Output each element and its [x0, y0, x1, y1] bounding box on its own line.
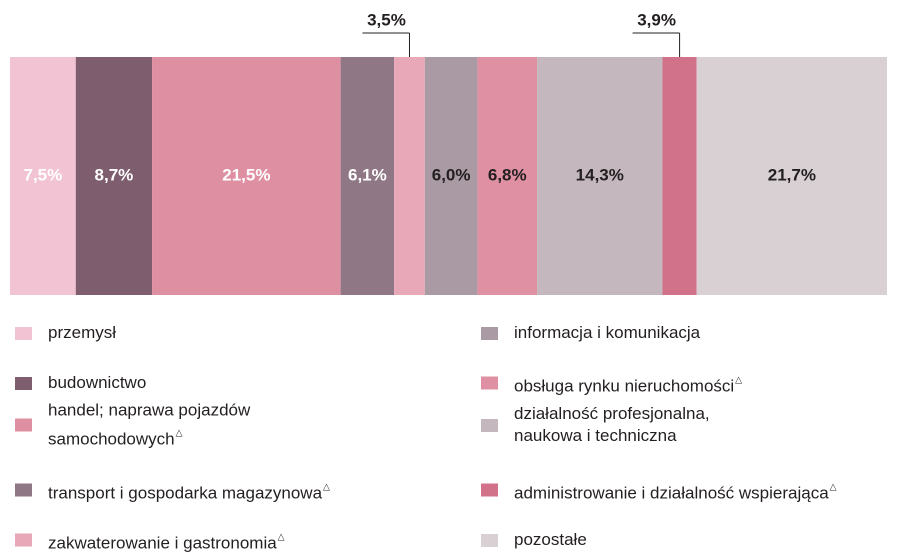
data-label: 6,8% [488, 165, 527, 184]
legend-swatch [15, 483, 32, 497]
data-label: 7,5% [24, 165, 63, 184]
legend-item: działalność profesjonalna, naukowa i tec… [481, 403, 710, 447]
legend-text: przemysł [48, 322, 116, 344]
legend-label: przemysł [48, 323, 117, 342]
legend-text: zakwaterowanie i gastronomia△ [48, 526, 285, 555]
bar-segment [10, 57, 76, 295]
bar-segment [424, 57, 478, 295]
legend-text: transport i gospodarka magazynowa△ [48, 476, 330, 505]
legend-mark: △ [735, 374, 743, 385]
legend-label: zakwaterowanie i gastronomia [48, 533, 277, 553]
bar-segment [152, 57, 341, 295]
legend-item: przemysł [15, 322, 116, 344]
bar-segment [75, 57, 153, 295]
legend-mark: △ [829, 481, 837, 492]
legend-swatch [481, 376, 498, 390]
legend-label: handel; naprawa pojazdów samochodowych [48, 400, 251, 449]
data-label: 21,5% [222, 165, 270, 184]
legend-swatch [481, 483, 498, 497]
data-label: 3,5% [367, 10, 406, 29]
legend-item: administrowanie i działalność wspierając… [481, 476, 837, 505]
legend-swatch [481, 326, 498, 340]
bar-segment [394, 57, 425, 295]
data-label: 8,7% [95, 165, 134, 184]
legend-swatch [15, 418, 32, 432]
legend-item: handel; naprawa pojazdów samochodowych△ [15, 400, 250, 451]
legend-text: obsługa rynku nieruchomości△ [514, 369, 742, 398]
legend-item: transport i gospodarka magazynowa△ [15, 476, 330, 505]
legend-item: zakwaterowanie i gastronomia△ [15, 526, 285, 555]
data-label: 6,1% [348, 165, 387, 184]
legend-swatch [15, 376, 32, 390]
bar-segment [537, 57, 663, 295]
legend-item: informacja i komunikacja [481, 322, 700, 344]
data-label: 21,7% [768, 165, 816, 184]
legend-item: pozostałe [481, 529, 587, 551]
legend-swatch [481, 418, 498, 432]
legend-label: pozostałe [514, 530, 587, 549]
legend-label: działalność profesjonalna, naukowa i tec… [514, 404, 710, 445]
bar-segment [340, 57, 395, 295]
legend-text: pozostałe [514, 529, 587, 551]
chart: 7,5% 8,7% 21,5% 6,1% 3,5% 6,0% 6,8% 14,3% 3,9% 21… [10, 10, 887, 295]
legend-label: obsługa rynku nieruchomości [514, 376, 735, 396]
bar-segment [696, 57, 887, 295]
legend-swatch [15, 533, 32, 547]
data-label: 6,0% [432, 165, 471, 184]
legend-label: informacja i komunikacja [514, 323, 701, 342]
legend-swatch [481, 533, 498, 547]
legend-mark: △ [323, 481, 330, 492]
data-label: 3,9% [637, 10, 676, 29]
legend-item: budownictwo [15, 372, 146, 394]
legend-mark: △ [277, 531, 285, 542]
legend-swatch [15, 326, 32, 340]
legend-mark: △ [175, 427, 183, 438]
legend-text: działalność profesjonalna, naukowa i tec… [514, 403, 710, 447]
legend-text: administrowanie i działalność wspierając… [514, 476, 837, 505]
legend-text: handel; naprawa pojazdów samochodowych△ [48, 400, 250, 451]
legend-label: transport i gospodarka magazynowa [48, 483, 323, 503]
legend-text: budownictwo [48, 372, 146, 394]
legend-text: informacja i komunikacja [514, 322, 700, 344]
bar-segment [662, 57, 697, 295]
data-label: 14,3% [576, 165, 624, 184]
legend-label: budownictwo [48, 373, 147, 392]
legend-item: obsługa rynku nieruchomości△ [481, 369, 742, 398]
bar-segment [477, 57, 538, 295]
legend-label: administrowanie i działalność wspierając… [514, 483, 829, 503]
